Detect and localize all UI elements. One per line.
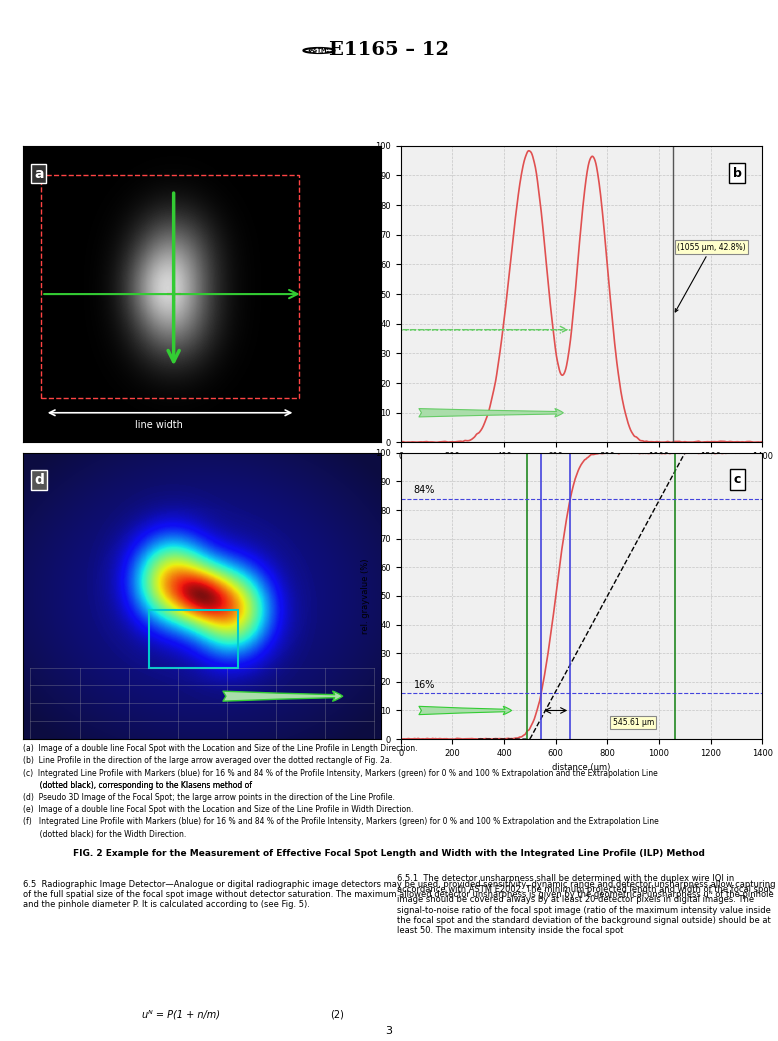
Text: (dotted black) for the Width Direction.: (dotted black) for the Width Direction. [23, 830, 187, 839]
Text: (b)  Line Profile in the direction of the large arrow averaged over the dotted r: (b) Line Profile in the direction of the… [23, 757, 392, 765]
Text: d: d [34, 473, 44, 487]
Text: FIG. 2 Example for the Measurement of Effective Focal Spot Length and Width with: FIG. 2 Example for the Measurement of Ef… [73, 849, 705, 858]
Text: a: a [34, 167, 44, 180]
Ellipse shape [309, 48, 328, 53]
Text: (e)  Image of a double line Focal Spot with the Location and Size of the Line Pr: (e) Image of a double line Focal Spot wi… [23, 806, 414, 814]
Text: 84%: 84% [414, 485, 435, 494]
Text: 16%: 16% [414, 680, 435, 689]
Text: 6.5  Radiographic Image Detector—Analogue or digital radiographic image detector: 6.5 Radiographic Image Detector—Analogue… [23, 880, 776, 910]
Text: 545.61 µm: 545.61 µm [612, 718, 654, 727]
Text: (d)  Pseudo 3D Image of the Focal Spot; the large arrow points in the direction : (d) Pseudo 3D Image of the Focal Spot; t… [23, 793, 395, 802]
Text: (2): (2) [330, 1010, 344, 1020]
Text: (dotted black), corresponding to the Klasens method of: (dotted black), corresponding to the Kla… [23, 781, 254, 790]
Text: (1055 µm, 42.8%): (1055 µm, 42.8%) [675, 243, 746, 312]
Text: uᴺ = P(1 + n/m): uᴺ = P(1 + n/m) [142, 1010, 219, 1020]
Text: E1165 – 12: E1165 – 12 [329, 42, 449, 59]
Text: (c)  Integrated Line Profile with Markers (blue) for 16 % and 84 % of the Profil: (c) Integrated Line Profile with Markers… [23, 768, 658, 778]
Text: (a)  Image of a double line Focal Spot with the Location and Size of the Line Pr: (a) Image of a double line Focal Spot wi… [23, 744, 418, 754]
Text: (f)   Integrated Line Profile with Markers (blue) for 16 % and 84 % of the Profi: (f) Integrated Line Profile with Markers… [23, 817, 659, 827]
Text: ASTM: ASTM [310, 48, 328, 53]
Text: 3: 3 [386, 1025, 392, 1036]
Bar [149, 610, 238, 667]
Bar [41, 176, 299, 398]
Text: b: b [733, 167, 741, 179]
Text: c: c [734, 473, 741, 486]
Text: 6.5.1  The detector unsharpness shall be determined with the duplex wire IQI in : 6.5.1 The detector unsharpness shall be … [397, 874, 772, 936]
X-axis label: distance (µm): distance (µm) [552, 466, 611, 476]
Y-axis label: rel. grayvalue (%): rel. grayvalue (%) [361, 558, 370, 634]
Text: line width: line width [135, 420, 184, 430]
Text: (dotted black), corresponding to the Klasens method of: (dotted black), corresponding to the Kla… [23, 781, 254, 790]
Y-axis label: rel. grayvalue (%): rel. grayvalue (%) [361, 256, 370, 332]
X-axis label: distance (µm): distance (µm) [552, 763, 611, 772]
